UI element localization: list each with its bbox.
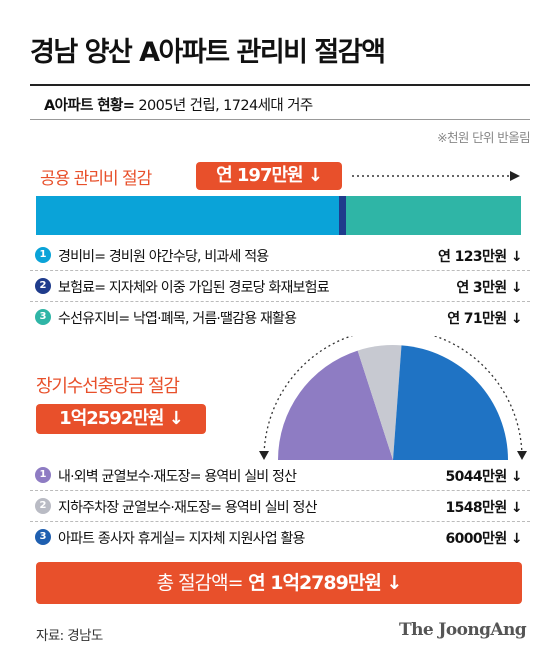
- common-bar: [36, 196, 521, 235]
- common-section-label: 공용 관리비 절감: [40, 169, 152, 189]
- arc-arrowhead-icon: [517, 451, 527, 460]
- item-label: 보험료= 지자체와 이중 가입된 경로당 화재보험료: [58, 280, 330, 296]
- dotted-arc: [263, 336, 523, 459]
- common-section-badge: 연 197만원 ↓: [196, 162, 342, 190]
- list-item: 1 경비비= 경비원 야간수당, 비과세 적용 연 123만원 ↓: [30, 240, 530, 271]
- info-text: A아파트 현황= 2005년 건립, 1724세대 거주: [44, 94, 313, 115]
- item-number-badge: 1: [35, 247, 51, 263]
- item-value: 5044만원 ↓: [445, 469, 522, 485]
- info-bar: A아파트 현황= 2005년 건립, 1724세대 거주: [30, 84, 530, 120]
- longterm-half-pie: [259, 336, 527, 460]
- list-item: 3 아파트 종사자 휴게실= 지자체 지원사업 활용 6000만원 ↓: [30, 522, 530, 553]
- item-number-badge: 2: [35, 278, 51, 294]
- item-number-badge: 2: [35, 498, 51, 514]
- item-label: 지하주차장 균열보수·재도장= 용역비 실비 정산: [58, 500, 318, 516]
- list-item: 1 내·외벽 균열보수·재도장= 용역비 실비 정산 5044만원 ↓: [30, 460, 530, 491]
- info-label: A아파트 현황=: [44, 98, 135, 114]
- source-credit: 자료: 경남도: [36, 628, 103, 644]
- bar-segment-2: [338, 196, 347, 235]
- longterm-section-label: 장기수선충당금 절감: [36, 376, 180, 397]
- brand-logo: The JoongAng: [399, 620, 527, 640]
- item-value: 연 123만원 ↓: [438, 249, 523, 265]
- total-label: 총 절감액=: [156, 572, 244, 594]
- list-item: 3 수선유지비= 낙엽·폐목, 거름·땔감용 재활용 연 71만원 ↓: [30, 302, 530, 333]
- pie-slice-1: [278, 350, 393, 460]
- dotted-arrow-icon: [352, 171, 520, 181]
- total-value: 연 1억2789만원 ↓: [242, 572, 402, 594]
- arc-arrowhead-icon: [259, 451, 269, 460]
- page-title: 경남 양산 A아파트 관리비 절감액: [30, 37, 386, 68]
- item-value: 6000만원 ↓: [445, 531, 522, 547]
- item-value: 연 71만원 ↓: [447, 311, 522, 327]
- bar-segment-3: [346, 196, 521, 235]
- longterm-item-list: 1 내·외벽 균열보수·재도장= 용역비 실비 정산 5044만원 ↓ 2 지하…: [30, 460, 530, 553]
- rounding-note: ※천원 단위 반올림: [437, 130, 531, 145]
- item-label: 수선유지비= 낙엽·폐목, 거름·땔감용 재활용: [58, 311, 297, 327]
- info-value: 2005년 건립, 1724세대 거주: [134, 98, 313, 114]
- item-label: 아파트 종사자 휴게실= 지자체 지원사업 활용: [58, 531, 305, 547]
- item-value: 1548만원 ↓: [445, 500, 522, 516]
- bar-segment-1: [36, 196, 339, 235]
- list-item: 2 보험료= 지자체와 이중 가입된 경로당 화재보험료 연 3만원 ↓: [30, 271, 530, 302]
- longterm-section-badge: 1억2592만원 ↓: [36, 404, 206, 434]
- item-label: 내·외벽 균열보수·재도장= 용역비 실비 정산: [58, 469, 297, 485]
- pie-slice-2: [357, 345, 402, 460]
- item-number-badge: 3: [35, 529, 51, 545]
- total-savings-banner: 총 절감액= 연 1억2789만원 ↓: [36, 562, 522, 604]
- item-number-badge: 1: [35, 467, 51, 483]
- list-item: 2 지하주차장 균열보수·재도장= 용역비 실비 정산 1548만원 ↓: [30, 491, 530, 522]
- common-item-list: 1 경비비= 경비원 야간수당, 비과세 적용 연 123만원 ↓ 2 보험료=…: [30, 240, 530, 333]
- item-number-badge: 3: [35, 309, 51, 325]
- item-value: 연 3만원 ↓: [456, 280, 522, 296]
- pie-slice-3: [393, 345, 508, 460]
- item-label: 경비비= 경비원 야간수당, 비과세 적용: [58, 249, 269, 265]
